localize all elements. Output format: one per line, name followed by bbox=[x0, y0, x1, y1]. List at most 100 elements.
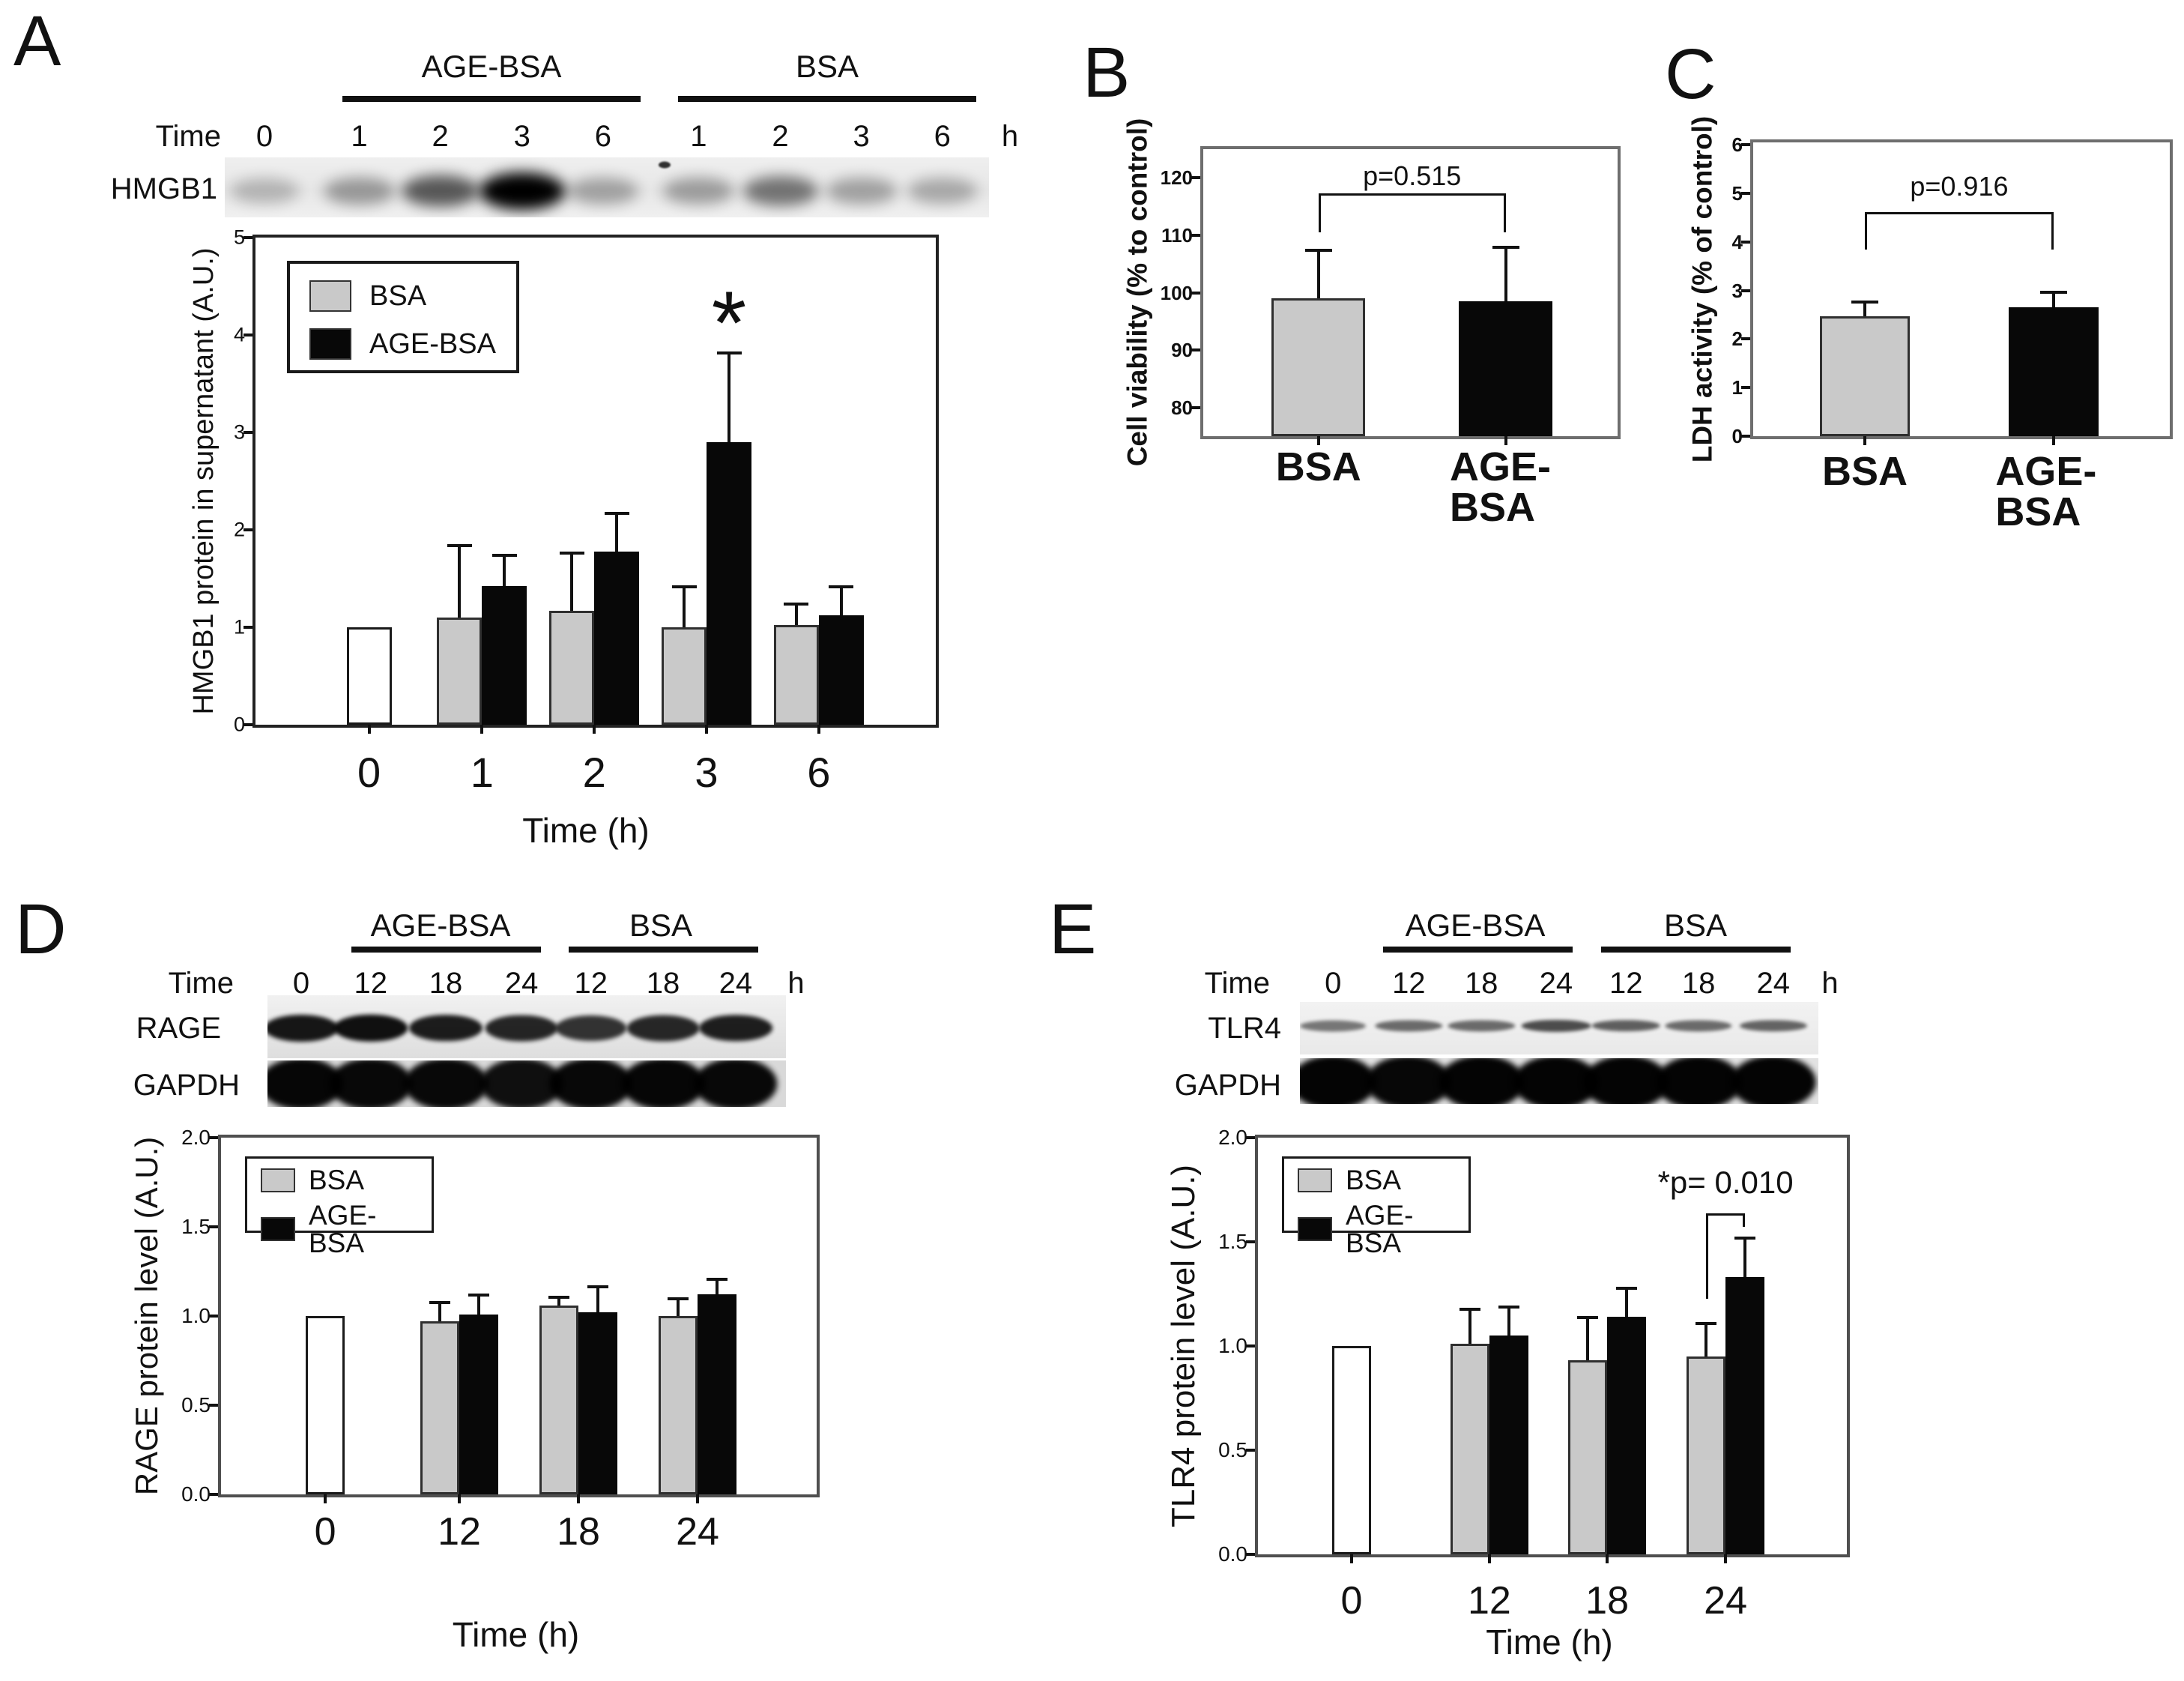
y-tick bbox=[243, 236, 252, 239]
x-tick bbox=[480, 725, 484, 734]
bar bbox=[306, 1316, 345, 1494]
x-tick-label: AGE-BSA bbox=[1995, 449, 2097, 534]
y-tick bbox=[1741, 289, 1750, 292]
y-tick bbox=[243, 528, 252, 531]
bar bbox=[2008, 307, 2099, 436]
blot-band bbox=[409, 1014, 483, 1042]
y-tick-label: 120 bbox=[1160, 166, 1193, 190]
blot-band bbox=[1366, 1058, 1452, 1104]
bar bbox=[459, 1314, 498, 1494]
group-underline bbox=[351, 947, 541, 953]
panel-b-label: B bbox=[1083, 33, 1131, 112]
y-tick bbox=[243, 626, 252, 629]
error-bar-cap bbox=[587, 1285, 609, 1288]
bar bbox=[1725, 1277, 1765, 1554]
comparison-bracket-leg bbox=[1503, 193, 1506, 233]
y-tick bbox=[1191, 405, 1200, 409]
error-bar bbox=[839, 586, 843, 616]
y-tick-label: 1.0 bbox=[1218, 1334, 1247, 1357]
legend-row-age-bsa: AGE-BSA bbox=[1298, 1201, 1468, 1257]
blot-band bbox=[1739, 1019, 1807, 1032]
time-row-label: Time bbox=[168, 967, 234, 1000]
y-axis-title: Cell viability (% to control) bbox=[1122, 118, 1153, 467]
x-tick bbox=[1349, 1554, 1353, 1563]
y-tick-label: 0.0 bbox=[181, 1482, 211, 1506]
blot-band bbox=[404, 1060, 488, 1107]
comparison-bracket-leg bbox=[1318, 193, 1321, 233]
error-bar-cap bbox=[2039, 290, 2067, 294]
y-tick bbox=[1191, 233, 1200, 237]
y-tick-label: 4 bbox=[1731, 230, 1743, 253]
blot-band bbox=[1730, 1058, 1816, 1104]
y-tick bbox=[243, 334, 252, 336]
blot-band bbox=[1655, 1058, 1742, 1104]
bar bbox=[539, 1305, 578, 1494]
comparison-bracket-leg bbox=[1706, 1213, 1709, 1299]
group-header-bsa: BSA bbox=[795, 49, 859, 84]
y-tick-label: 100 bbox=[1160, 281, 1193, 304]
blot-band bbox=[1438, 1058, 1525, 1104]
lane-labels: 0 12 18 24 12 18 24 bbox=[1300, 968, 1818, 1003]
y-tick-label: 0.5 bbox=[181, 1393, 211, 1416]
blot-band bbox=[826, 177, 897, 205]
error-bar bbox=[1468, 1308, 1471, 1345]
legend-row-age-bsa: AGE-BSA bbox=[309, 328, 516, 360]
blot-band bbox=[626, 1015, 700, 1042]
error-bar-cap bbox=[706, 1278, 728, 1282]
lane-time-label: 24 bbox=[1756, 967, 1791, 1000]
comparison-bracket bbox=[1318, 193, 1506, 196]
significance-star: * bbox=[711, 272, 747, 373]
legend-swatch-bsa bbox=[309, 280, 351, 312]
x-tick bbox=[577, 1494, 580, 1503]
x-axis-title: Time (h) bbox=[522, 811, 650, 850]
y-tick-label: 1.0 bbox=[181, 1304, 211, 1327]
y-tick bbox=[209, 1225, 218, 1228]
x-tick bbox=[696, 1494, 699, 1503]
bar bbox=[707, 442, 751, 725]
error-bar bbox=[1625, 1288, 1629, 1318]
error-bar-cap bbox=[1492, 246, 1519, 250]
panel-a-label: A bbox=[13, 1, 61, 81]
lane-time-label: 3 bbox=[513, 120, 530, 153]
group-header-age-bsa: AGE-BSA bbox=[370, 908, 511, 943]
y-tick-label: 3 bbox=[233, 420, 245, 444]
error-bar-cap bbox=[1734, 1237, 1756, 1240]
blot-band bbox=[1591, 1019, 1660, 1032]
chart-ldh-activity: 0 1 2 3 4 5 6 BSA AGE-BSA p=0.916 bbox=[1732, 135, 2173, 532]
protein-label-gapdh: GAPDH bbox=[133, 1069, 240, 1102]
comparison-bracket-leg bbox=[1743, 1213, 1746, 1227]
blot-band bbox=[479, 172, 566, 210]
y-tick bbox=[1191, 348, 1200, 352]
error-bar bbox=[683, 586, 686, 627]
x-tick bbox=[2051, 436, 2055, 445]
error-bar bbox=[794, 603, 798, 626]
error-bar bbox=[1743, 1237, 1747, 1278]
comparison-bracket-leg bbox=[1865, 211, 1867, 250]
y-tick-label: 90 bbox=[1171, 339, 1193, 362]
error-bar-cap bbox=[671, 585, 697, 589]
x-tick-label: 1 bbox=[470, 749, 494, 796]
protein-label-gapdh: GAPDH bbox=[1174, 1069, 1281, 1102]
bar bbox=[698, 1294, 736, 1494]
blot-band bbox=[323, 177, 396, 205]
error-bar-cap bbox=[1615, 1287, 1638, 1291]
panel-e-label: E bbox=[1049, 890, 1097, 969]
protein-label-tlr4: TLR4 bbox=[1208, 1012, 1281, 1045]
error-bar-cap bbox=[1576, 1316, 1599, 1320]
lane-time-label: 6 bbox=[594, 120, 612, 153]
y-axis-title: HMGB1 protein in supernatant (A.U.) bbox=[188, 247, 220, 715]
error-bar bbox=[1316, 250, 1320, 299]
lane-time-label: 0 bbox=[1325, 967, 1342, 1000]
legend-row-age-bsa: AGE-BSA bbox=[261, 1201, 432, 1257]
bar bbox=[1568, 1360, 1608, 1554]
y-tick-label: 80 bbox=[1171, 396, 1193, 419]
y-axis-title: LDH activity (% of control) bbox=[1687, 115, 1718, 463]
lane-time-label: 24 bbox=[719, 967, 753, 1000]
p-value-label: p=0.916 bbox=[1910, 170, 2009, 202]
blot-band bbox=[1448, 1019, 1515, 1032]
legend: BSA AGE-BSA bbox=[1282, 1156, 1471, 1257]
protein-label-rage: RAGE bbox=[136, 1012, 221, 1045]
error-bar-cap bbox=[1695, 1322, 1717, 1326]
bar bbox=[1450, 1344, 1489, 1554]
